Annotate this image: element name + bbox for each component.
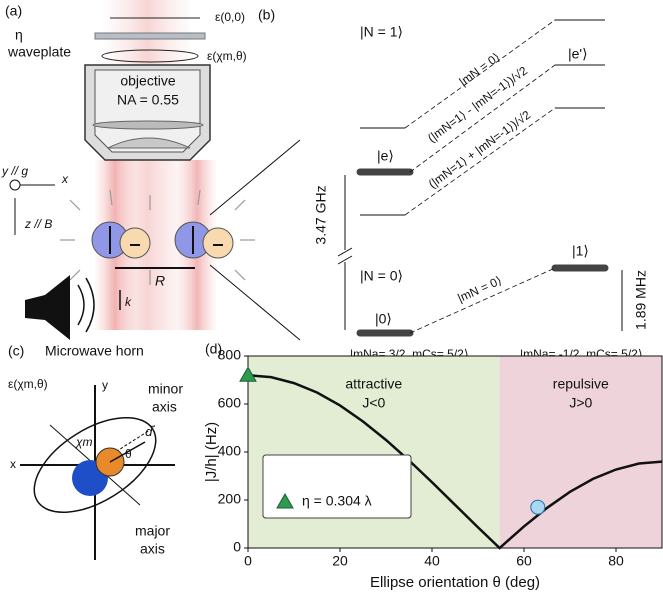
y-tick-label: 600	[218, 395, 242, 411]
label: |N = 1⟩	[360, 24, 403, 40]
label: |mN = 0⟩	[455, 273, 503, 305]
panel-label: (b)	[258, 7, 275, 23]
label: R	[155, 273, 165, 289]
x-axis-label: Ellipse orientation θ (deg)	[370, 574, 540, 591]
horn	[25, 275, 70, 340]
panel-label: (a)	[5, 3, 22, 19]
waveplate	[95, 33, 205, 39]
label: axis	[140, 541, 165, 557]
x-tick-label: 80	[608, 553, 624, 569]
zoom-line	[210, 140, 300, 215]
region-label: J<0	[362, 395, 385, 411]
x-tick-label: 40	[424, 553, 440, 569]
x-tick-label: 0	[244, 553, 252, 569]
x-tick-label: 60	[516, 553, 532, 569]
waves	[78, 278, 94, 332]
panel-a: (a) η waveplate ε(0,0) ε(χm,θ) objective…	[1, 0, 255, 359]
label: k	[125, 295, 132, 309]
label: objective	[120, 73, 175, 89]
chart: attractive J<0 repulsive J>0 0 20 40 60 80 0 200 40…	[203, 341, 662, 591]
label: major	[135, 523, 170, 539]
label: Microwave horn	[45, 343, 144, 359]
label: y	[102, 378, 108, 392]
region-label: J>0	[569, 395, 592, 411]
atom-cs	[203, 228, 233, 258]
label: ε(χm,θ)	[8, 377, 48, 391]
atom-cs	[120, 228, 150, 258]
region-label: attractive	[345, 376, 402, 392]
region-label: repulsive	[553, 376, 609, 392]
label: |e⟩	[377, 148, 394, 164]
label: x	[10, 457, 16, 471]
label: η	[15, 27, 23, 43]
label: (|mN=1⟩ + |mN=-1⟩)/√2	[426, 107, 534, 191]
panel-label: (c)	[8, 343, 24, 359]
label: χm	[75, 435, 93, 449]
panel-label: (d)	[205, 341, 222, 357]
label: θ	[125, 447, 132, 461]
figure: (a) η waveplate ε(0,0) ε(χm,θ) objective…	[0, 0, 663, 597]
lens	[93, 121, 203, 129]
label: axis	[152, 399, 177, 415]
label: z // B	[24, 217, 52, 231]
panel-b-text: (b) |N = 1⟩ |e⟩ |e'⟩ |N = 0⟩ |0⟩ |1⟩ 3.4…	[258, 7, 649, 361]
label: ε(χm,θ)	[207, 49, 247, 63]
y-axis	[10, 180, 20, 190]
label: x	[61, 172, 69, 186]
x-tick-label: 20	[332, 553, 348, 569]
label: waveplate	[7, 44, 71, 60]
y-tick-label: 200	[218, 491, 242, 507]
label: y // g	[1, 164, 28, 178]
label: |e'⟩	[568, 46, 588, 62]
label: ε(0,0)	[215, 10, 245, 24]
label: minor	[148, 381, 183, 397]
label: |1⟩	[572, 243, 589, 259]
legend-label: η = 0.304 λ	[302, 493, 372, 509]
label: 1.89 MHz	[633, 270, 649, 330]
label: NA = 0.55	[117, 92, 179, 108]
label: |N = 0⟩	[360, 268, 403, 284]
panel-c: (c) ε(χm,θ) y x minor axis major axis χm…	[8, 343, 183, 560]
label: |0⟩	[375, 311, 392, 327]
zoom-line	[210, 265, 300, 340]
y-axis-label: |J/h| (Hz)	[203, 422, 220, 482]
y-tick-label: 400	[218, 443, 242, 459]
point	[531, 500, 545, 514]
label: 3.47 GHz	[313, 185, 329, 244]
y-tick-label: 0	[233, 539, 241, 555]
